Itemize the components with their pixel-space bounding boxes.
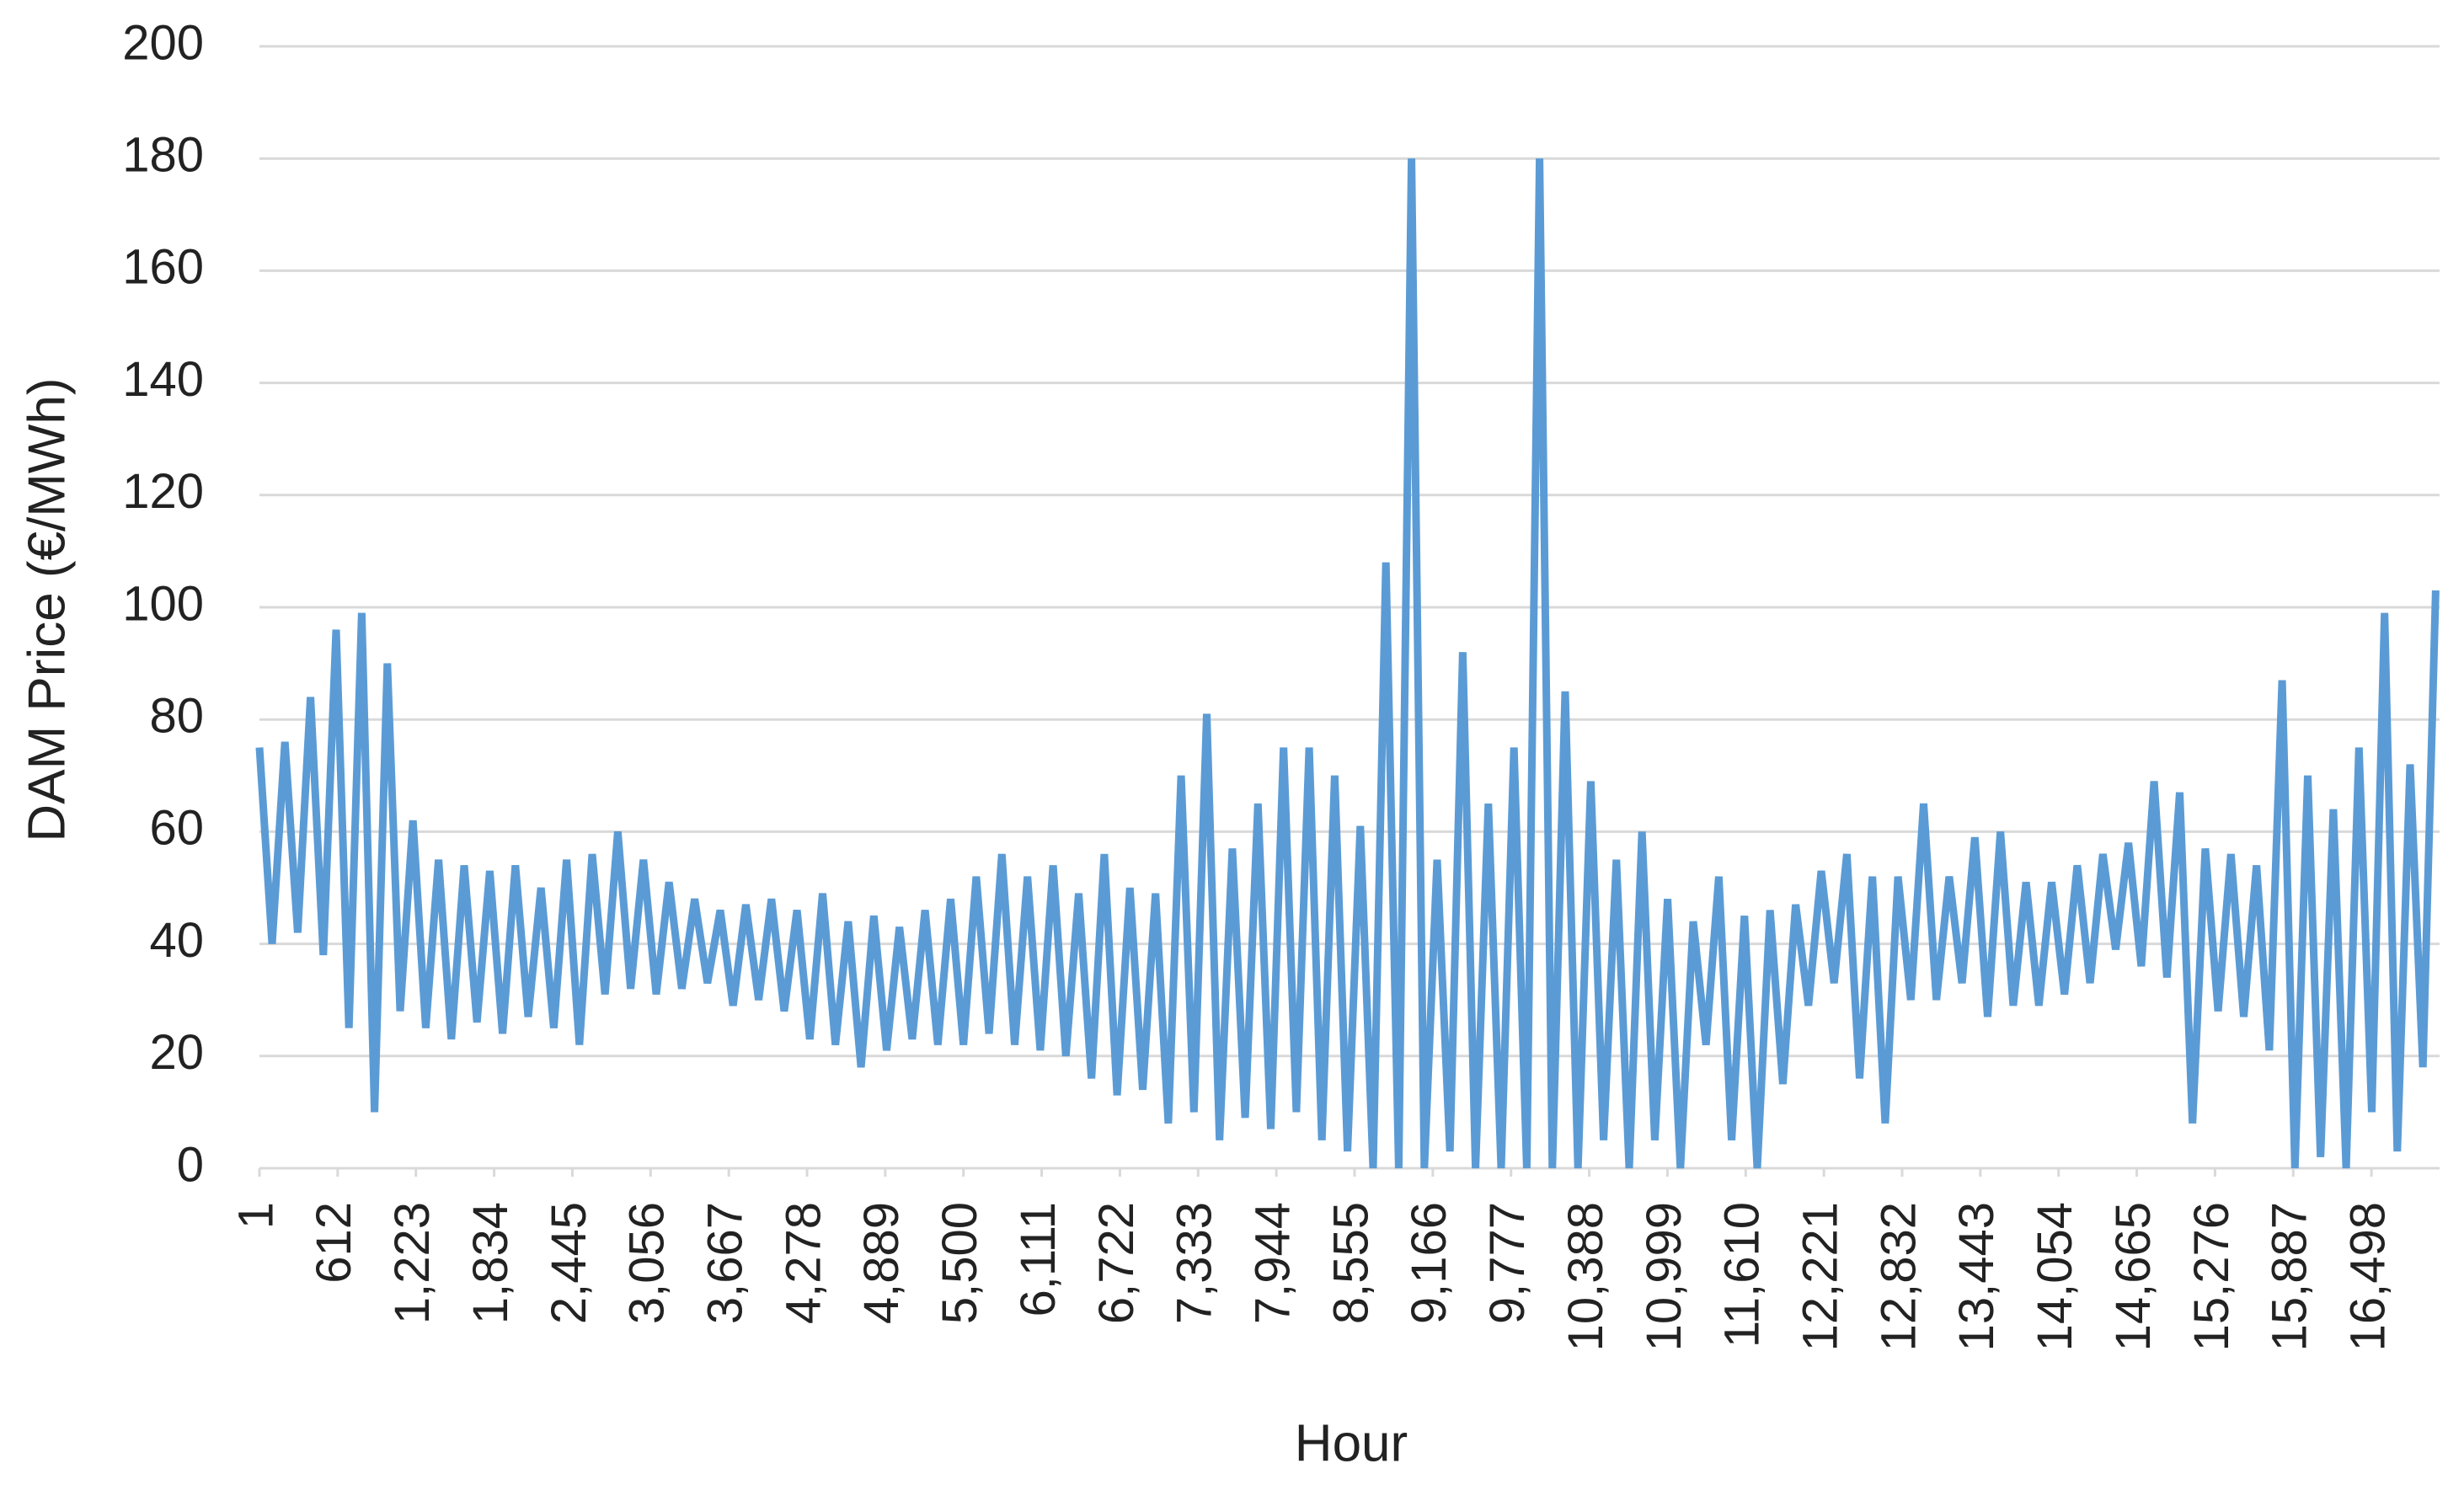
x-tick-label: 14,665: [2106, 1202, 2161, 1351]
y-tick-label: 120: [122, 464, 204, 519]
x-tick-label: 9,166: [1402, 1202, 1456, 1324]
x-tick-label: 7,944: [1245, 1202, 1300, 1324]
y-tick-label: 60: [149, 801, 204, 856]
x-tick-label: 6,111: [1011, 1202, 1066, 1317]
x-tick-label: 4,278: [776, 1202, 831, 1324]
x-tick-label: 13,443: [1949, 1202, 2004, 1351]
data-line: [255, 158, 2440, 1169]
y-tick-label: 80: [149, 689, 204, 744]
x-tick-label: 4,889: [854, 1202, 909, 1324]
y-tick-label: 200: [122, 15, 204, 70]
y-tick-label: 40: [149, 913, 204, 968]
x-tick-label: 16,498: [2340, 1202, 2395, 1351]
y-tick-label: 160: [122, 240, 204, 295]
x-tick-label: 15,276: [2184, 1202, 2239, 1351]
x-tick-label: 612: [307, 1202, 361, 1284]
x-tick-label: 1: [228, 1202, 283, 1229]
x-tick-label: 10,388: [1558, 1202, 1613, 1351]
x-tick-label: 7,333: [1168, 1202, 1222, 1324]
y-tick-label: 140: [122, 352, 204, 407]
x-tick-label: 10,999: [1637, 1202, 1692, 1351]
x-tick-label: 1,834: [463, 1202, 518, 1324]
x-axis-title: Hour: [1295, 1414, 1408, 1472]
x-tick-label: 8,555: [1323, 1202, 1378, 1324]
x-tick-label: 15,887: [2263, 1202, 2317, 1351]
x-tick-label: 1,223: [385, 1202, 440, 1324]
x-tick-label: 3,667: [698, 1202, 752, 1324]
y-tick-label: 0: [177, 1137, 204, 1192]
x-tick-label: 3,056: [620, 1202, 675, 1324]
x-tick-label: 2,445: [542, 1202, 596, 1324]
x-tick-label: 5,500: [933, 1202, 987, 1324]
y-tick-label: 100: [122, 576, 204, 631]
y-axis-title: DAM Price (€/MWh): [18, 377, 76, 841]
x-tick-label: 9,777: [1480, 1202, 1535, 1324]
x-tick-label: 11,610: [1715, 1202, 1770, 1348]
y-tick-label: 180: [122, 128, 204, 183]
x-tick-label: 12,832: [1871, 1202, 1926, 1351]
x-tick-label: 6,722: [1089, 1202, 1144, 1324]
y-tick-label: 20: [149, 1025, 204, 1080]
x-tick-label: 14,054: [2028, 1202, 2082, 1351]
x-tick-label: 12,221: [1793, 1202, 1847, 1351]
